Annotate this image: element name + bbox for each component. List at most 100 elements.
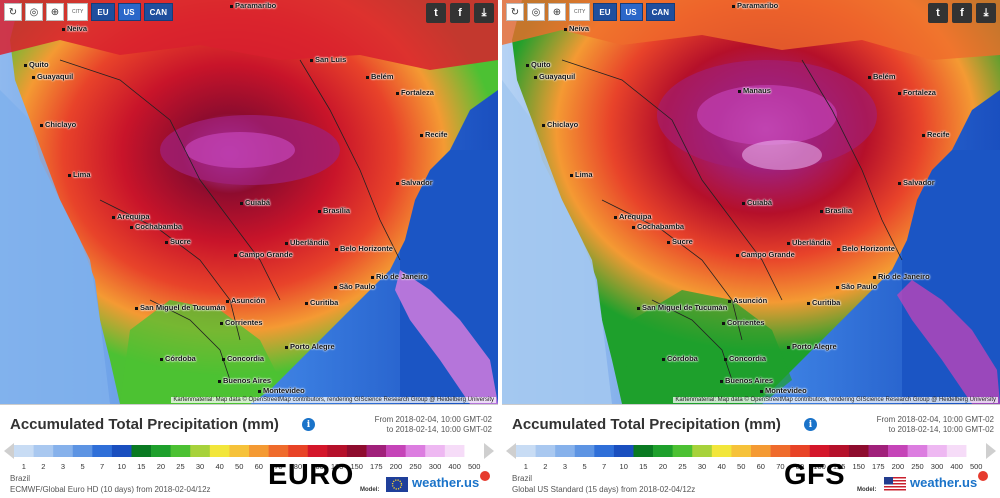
scale-cell — [848, 445, 869, 457]
share-toolbar: t f ⤓ — [928, 3, 996, 23]
city-label: Salvador — [396, 178, 433, 187]
scale-right-arrow — [986, 443, 996, 459]
scale-cell — [288, 445, 309, 457]
scale-cell — [555, 445, 576, 457]
scale-label: 20 — [658, 462, 668, 471]
city-label: São Paulo — [836, 282, 877, 291]
city-label: Recife — [922, 130, 950, 139]
scale-labels: 1 2 3 5 7 10 15 20 25 30 40 50 60 70 80 100 125 150 175 200… — [14, 462, 484, 472]
city-label: Córdoba — [160, 354, 196, 363]
city-label: Sucre — [667, 237, 693, 246]
scale-label: 70 — [776, 462, 785, 471]
zoom-icon[interactable]: ⊕ — [46, 3, 64, 21]
model-big-label: GFS — [784, 459, 846, 491]
scale-cell — [346, 445, 367, 457]
scale-cell — [888, 445, 908, 457]
scale-label: 40 — [717, 462, 726, 471]
precip-map-euro[interactable]: Neiva Quito Guayaquil Chiclayo Lima Areq… — [0, 0, 498, 404]
city-label: Buenos Aires — [720, 376, 773, 385]
city-label: San Luis — [310, 55, 346, 64]
map-toolbar: ↻ ◎ ⊕ CITY EU US CAN — [506, 3, 675, 21]
scale-label: 3 — [562, 462, 568, 471]
city-label: Córdoba — [662, 354, 698, 363]
scale-cell — [574, 445, 595, 457]
city-label: Rio de Janeiro — [873, 272, 930, 281]
brand-sun-icon — [480, 471, 490, 481]
city-label: Fortaleza — [396, 88, 434, 97]
scale-cell — [249, 445, 269, 457]
scale-cell — [672, 445, 693, 457]
scale-cell — [731, 445, 752, 457]
scale-label: 5 — [582, 462, 587, 471]
city-label: Corrientes — [220, 318, 263, 327]
region-name: Brazil — [10, 474, 31, 483]
scale-cell — [516, 445, 536, 457]
scale-cell — [190, 445, 211, 457]
facebook-icon[interactable]: f — [450, 3, 470, 23]
scale-left-arrow — [4, 443, 14, 459]
scale-cell — [327, 445, 348, 457]
scale-cell — [151, 445, 171, 457]
download-icon[interactable]: ⤓ — [474, 3, 494, 23]
model-label: Model: — [360, 487, 380, 493]
zoom-icon[interactable]: ⊕ — [548, 3, 566, 21]
region-us-button[interactable]: US — [619, 3, 643, 21]
eu-flag-icon — [386, 477, 408, 492]
twitter-icon[interactable]: t — [426, 3, 446, 23]
refresh-icon[interactable]: ↻ — [506, 3, 524, 21]
scale-label: 100 — [311, 462, 324, 471]
globe-icon[interactable]: ◎ — [25, 3, 43, 21]
scale-label: 40 — [215, 462, 224, 471]
facebook-icon[interactable]: f — [952, 3, 972, 23]
legend-title: Accumulated Total Precipitation (mm) — [10, 416, 279, 433]
scale-cell — [111, 445, 132, 457]
scale-cell — [868, 445, 889, 457]
precip-map-gfs[interactable]: Neiva Quito Guayaquil Chiclayo Lima Areq… — [502, 0, 1000, 404]
region-can-button[interactable]: CAN — [143, 3, 173, 21]
city-label: Asunción — [226, 296, 265, 305]
region-can-button[interactable]: CAN — [645, 3, 675, 21]
city-label: Quito — [526, 60, 551, 69]
city-label: Guayaquil — [534, 72, 575, 81]
city-label: São Paulo — [334, 282, 375, 291]
twitter-icon[interactable]: t — [928, 3, 948, 23]
info-icon[interactable]: i — [804, 418, 817, 431]
region-eu-button[interactable]: EU — [593, 3, 617, 21]
scale-cell — [131, 445, 152, 457]
period-to: to 2018-02-14, 10:00 GMT-02 — [386, 425, 492, 434]
city-label: Neiva — [564, 24, 589, 33]
city-label: Chiclayo — [40, 120, 76, 129]
model-big-label: EURO — [268, 459, 354, 491]
scale-label: 80 — [293, 462, 303, 471]
scale-cell — [405, 445, 426, 457]
city-label: Fortaleza — [898, 88, 936, 97]
panel-divider — [498, 0, 502, 498]
city-label: Cuiabá — [742, 198, 772, 207]
scale-cell — [907, 445, 928, 457]
download-icon[interactable]: ⤓ — [976, 3, 996, 23]
scale-label: 2 — [41, 462, 46, 471]
period-from: From 2018-02-04, 10:00 GMT-02 — [876, 415, 994, 424]
refresh-icon[interactable]: ↻ — [4, 3, 22, 21]
scale-cell — [653, 445, 673, 457]
city-toggle-button[interactable]: CITY — [569, 3, 591, 21]
scale-label: 150 — [852, 462, 865, 471]
city-toggle-button[interactable]: CITY — [67, 3, 89, 21]
city-label: Recife — [420, 130, 448, 139]
city-label: Curitiba — [305, 298, 338, 307]
region-eu-button[interactable]: EU — [91, 3, 115, 21]
city-label: Campo Grande — [234, 250, 293, 259]
city-label: Chiclayo — [542, 120, 578, 129]
scale-label: 7 — [602, 462, 607, 471]
scale-cell — [444, 445, 465, 457]
scale-label: 60 — [756, 462, 765, 471]
scale-label: 200 — [389, 462, 403, 471]
globe-icon[interactable]: ◎ — [527, 3, 545, 21]
scale-cell — [809, 445, 830, 457]
legend-gfs: Accumulated Total Precipitation (mm) i F… — [502, 404, 1000, 498]
info-icon[interactable]: i — [302, 418, 315, 431]
region-us-button[interactable]: US — [117, 3, 141, 21]
city-label: Belém — [366, 72, 394, 81]
legend-title: Accumulated Total Precipitation (mm) — [512, 416, 781, 433]
scale-cell — [170, 445, 191, 457]
